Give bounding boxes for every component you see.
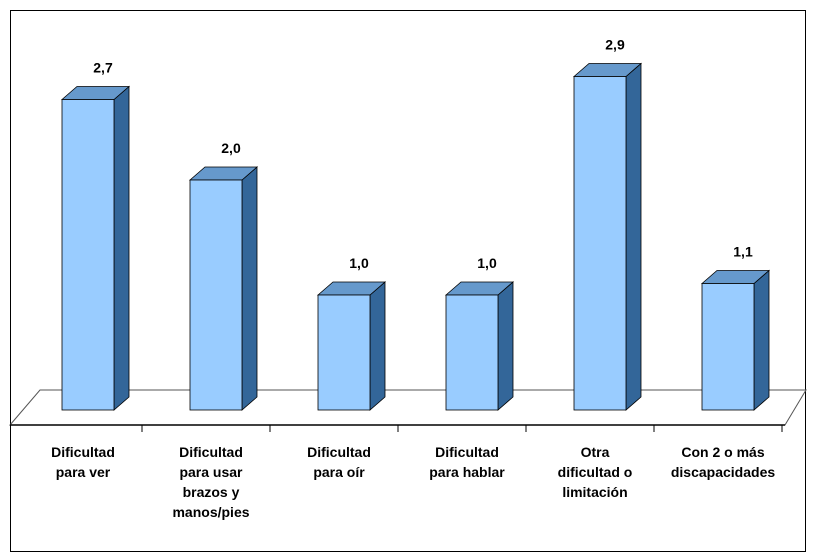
bar (61, 99, 115, 411)
value-label: 1,0 (477, 255, 497, 271)
bar (317, 294, 371, 411)
x-tick-label-line: para oír (313, 464, 365, 480)
bar-side (369, 281, 386, 411)
value-label: 2,9 (605, 37, 625, 53)
bar (573, 76, 627, 411)
x-tick-label: Con 2 o más discapacidades (671, 444, 775, 480)
x-tick-label-line: para usar (179, 464, 243, 480)
x-tick-label-line: Con 2 o más (681, 444, 764, 460)
bar-side (625, 62, 642, 411)
value-label: 1,0 (349, 255, 369, 271)
x-tick-label-line: Dificultad (435, 444, 499, 460)
x-tick-label-line: dificultad o (558, 464, 633, 480)
x-tick-label: Dificultad para oír (307, 444, 371, 480)
x-tick-label: Dificultad para usar brazos y manos/pies (172, 444, 249, 520)
x-tick-label-line: Dificultad (179, 444, 243, 460)
bar-side (113, 85, 130, 411)
bar (189, 179, 243, 411)
chart-border (10, 10, 806, 552)
value-label: 2,0 (221, 140, 241, 156)
bar (445, 294, 499, 411)
x-tick-label: Otra dificultad o limitación (558, 444, 633, 500)
x-tick-label-line: brazos y (183, 484, 240, 500)
x-tick-label-line: limitación (562, 484, 627, 500)
bar-side (497, 281, 514, 411)
x-tick-label-line: para ver (56, 464, 111, 480)
value-label: 2,7 (93, 60, 113, 76)
x-tick-label-line: discapacidades (671, 464, 775, 480)
x-tick-label-line: Otra (581, 444, 610, 460)
bar (701, 283, 755, 411)
value-label: 1,1 (733, 244, 753, 260)
x-tick-label-line: manos/pies (172, 504, 249, 520)
x-tick-label-line: para hablar (429, 464, 505, 480)
x-tick-label-line: Dificultad (51, 444, 115, 460)
x-tick-label-line: Dificultad (307, 444, 371, 460)
bar-side (241, 166, 258, 411)
x-tick-label: Dificultad para ver (51, 444, 115, 480)
x-tick-label: Dificultad para hablar (429, 444, 505, 480)
bar-side (753, 269, 770, 411)
